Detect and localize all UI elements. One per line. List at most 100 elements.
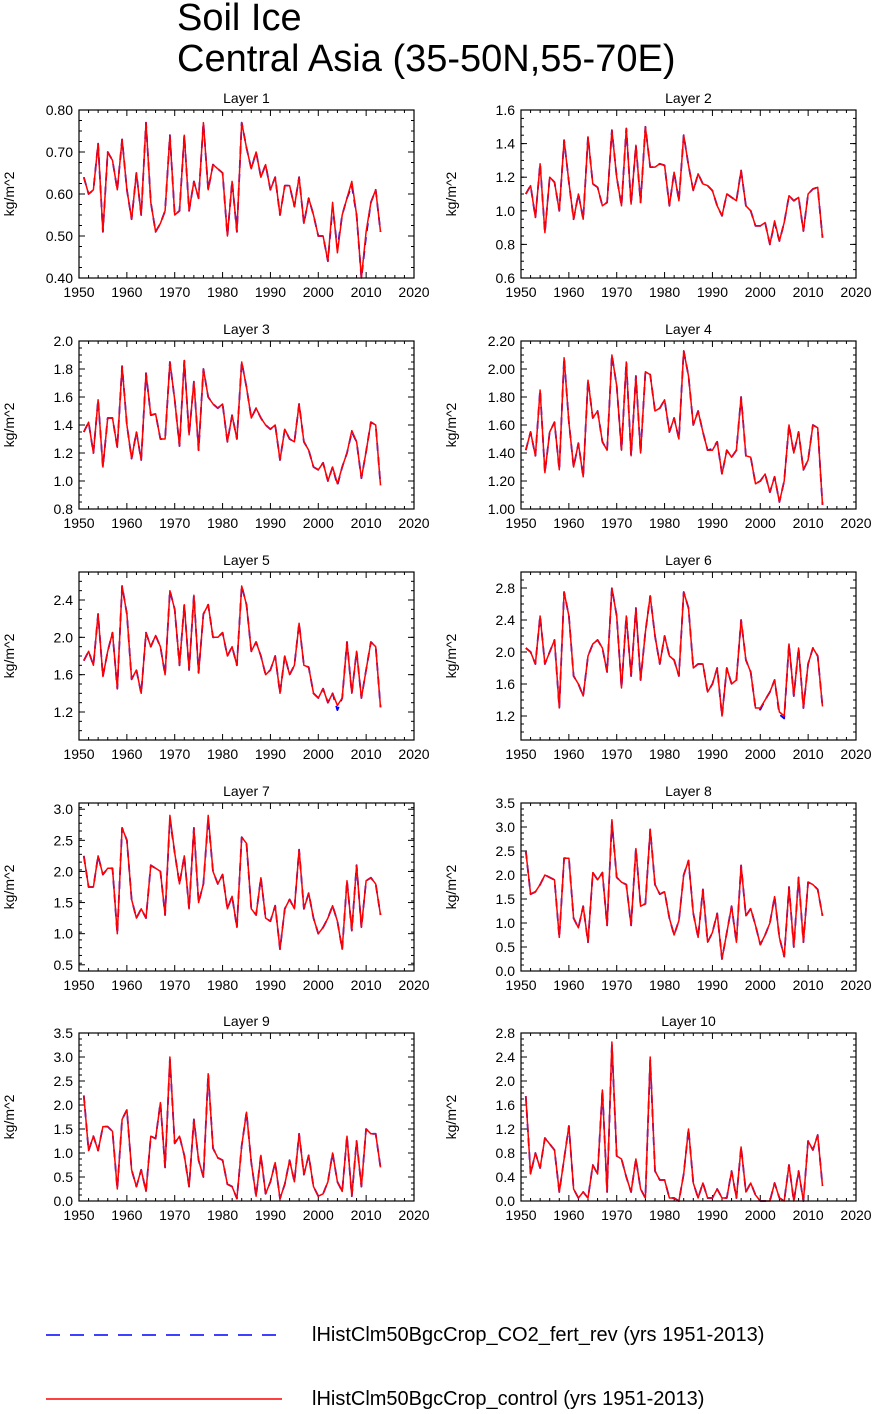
x-tick-label: 1950 bbox=[63, 515, 94, 531]
plot-frame bbox=[520, 109, 857, 279]
x-tick-label: 1980 bbox=[649, 1207, 680, 1223]
x-tick-label: 2010 bbox=[351, 284, 382, 300]
x-tick-label: 1950 bbox=[505, 1207, 536, 1223]
x-tick-label: 1960 bbox=[111, 515, 142, 531]
y-tick-label: 1.6 bbox=[54, 667, 74, 683]
y-tick-label: 0.6 bbox=[496, 270, 516, 286]
legend-item-control: lHistClm50BgcCrop_control (yrs 1951-2013… bbox=[0, 1384, 876, 1414]
y-tick-label: 1.40 bbox=[488, 445, 515, 461]
legend-label-control: lHistClm50BgcCrop_control (yrs 1951-2013… bbox=[312, 1388, 705, 1410]
y-tick-label: 0.50 bbox=[46, 228, 73, 244]
y-tick-label: 0.70 bbox=[46, 144, 73, 160]
x-tick-label: 1970 bbox=[159, 746, 190, 762]
series-line-control bbox=[525, 819, 824, 960]
y-axis-label: kg/m^2 bbox=[443, 402, 459, 447]
y-tick-label: 2.0 bbox=[54, 629, 74, 645]
x-tick-label: 2010 bbox=[793, 977, 824, 993]
y-tick-label: 1.60 bbox=[488, 417, 515, 433]
x-tick-label: 1970 bbox=[159, 284, 190, 300]
chart-title: Layer 6 bbox=[665, 552, 712, 568]
x-tick-label: 2020 bbox=[398, 977, 429, 993]
x-tick-label: 1990 bbox=[255, 515, 286, 531]
plot-frame bbox=[78, 571, 415, 741]
x-tick-label: 1970 bbox=[601, 284, 632, 300]
x-tick-label: 1990 bbox=[255, 284, 286, 300]
y-tick-label: 1.6 bbox=[496, 676, 516, 692]
chart-panel-layer-7: Layer 7 kg/m^2 1950 1960 1970 1980 1990 2000 201… bbox=[1, 783, 430, 993]
y-tick-label: 1.4 bbox=[54, 417, 74, 433]
y-tick-label: 1.0 bbox=[496, 203, 516, 219]
y-tick-label: 1.2 bbox=[54, 445, 74, 461]
figure-title: Soil Ice bbox=[177, 0, 302, 39]
y-tick-label: 2.0 bbox=[496, 867, 516, 883]
x-tick-label: 1990 bbox=[697, 515, 728, 531]
y-tick-label: 2.0 bbox=[54, 863, 74, 879]
x-tick-label: 2000 bbox=[745, 977, 776, 993]
x-tick-label: 2020 bbox=[840, 1207, 871, 1223]
x-tick-label: 1960 bbox=[553, 515, 584, 531]
y-tick-label: 3.5 bbox=[54, 1025, 74, 1041]
y-tick-label: 0.40 bbox=[46, 270, 73, 286]
y-tick-label: 1.0 bbox=[54, 473, 74, 489]
y-tick-label: 1.6 bbox=[496, 102, 516, 118]
chart-title: Layer 3 bbox=[223, 321, 270, 337]
legend-swatch-dashed-blue bbox=[46, 1334, 282, 1336]
y-tick-label: 1.20 bbox=[488, 473, 515, 489]
y-tick-label: 1.0 bbox=[496, 915, 516, 931]
x-tick-label: 2000 bbox=[303, 515, 334, 531]
plot-frame bbox=[520, 1032, 857, 1202]
x-tick-label: 1970 bbox=[159, 515, 190, 531]
x-tick-label: 2010 bbox=[793, 1207, 824, 1223]
y-tick-label: 2.0 bbox=[54, 333, 74, 349]
chart-panel-layer-10: Layer 10 kg/m^2 1950 1960 1970 1980 1990 2000 20… bbox=[443, 1013, 872, 1223]
y-tick-label: 0.5 bbox=[54, 1169, 74, 1185]
x-tick-label: 1990 bbox=[697, 977, 728, 993]
y-tick-label: 1.6 bbox=[496, 1097, 516, 1113]
x-tick-label: 2000 bbox=[745, 1207, 776, 1223]
x-tick-label: 2000 bbox=[745, 515, 776, 531]
plot-frame bbox=[520, 802, 857, 972]
y-tick-label: 1.2 bbox=[496, 169, 516, 185]
y-axis-label: kg/m^2 bbox=[1, 402, 17, 447]
y-tick-label: 3.0 bbox=[54, 801, 74, 817]
x-tick-label: 1980 bbox=[649, 977, 680, 993]
plot-frame bbox=[78, 1032, 415, 1202]
y-tick-label: 2.4 bbox=[54, 592, 74, 608]
y-tick-label: 1.80 bbox=[488, 389, 515, 405]
y-tick-label: 2.4 bbox=[496, 1049, 516, 1065]
series-line-control bbox=[525, 587, 824, 717]
x-tick-label: 1950 bbox=[63, 746, 94, 762]
x-tick-label: 1990 bbox=[255, 977, 286, 993]
chart-title: Layer 10 bbox=[661, 1013, 716, 1029]
figure-subtitle: Central Asia (35-50N,55-70E) bbox=[177, 38, 676, 80]
y-tick-label: 0.0 bbox=[496, 963, 516, 979]
series-line-co2-fert-rev bbox=[524, 821, 824, 960]
y-tick-label: 0.8 bbox=[496, 1145, 516, 1161]
y-tick-label: 2.0 bbox=[496, 1073, 516, 1089]
x-tick-label: 2000 bbox=[303, 977, 334, 993]
x-tick-label: 1960 bbox=[553, 284, 584, 300]
y-tick-label: 0.4 bbox=[496, 1169, 516, 1185]
x-tick-label: 2010 bbox=[793, 515, 824, 531]
chart-panel-layer-3: Layer 3 kg/m^2 1950 1960 1970 1980 1990 2000 201… bbox=[1, 321, 430, 531]
chart-panel-layer-8: Layer 8 kg/m^2 1950 1960 1970 1980 1990 2000 201… bbox=[443, 783, 872, 993]
y-tick-label: 1.4 bbox=[496, 136, 516, 152]
x-tick-label: 1970 bbox=[601, 1207, 632, 1223]
y-tick-label: 2.00 bbox=[488, 361, 515, 377]
series-line-co2-fert-rev bbox=[524, 1044, 824, 1202]
y-tick-label: 1.0 bbox=[54, 926, 74, 942]
x-tick-label: 1980 bbox=[207, 515, 238, 531]
y-tick-label: 0.0 bbox=[54, 1193, 74, 1209]
x-tick-label: 2000 bbox=[745, 284, 776, 300]
plot-frame bbox=[78, 802, 415, 972]
chart-panel-layer-9: Layer 9 kg/m^2 1950 1960 1970 1980 1990 2000 201… bbox=[1, 1013, 430, 1223]
x-tick-label: 1990 bbox=[255, 1207, 286, 1223]
x-tick-label: 1950 bbox=[63, 1207, 94, 1223]
y-tick-label: 3.0 bbox=[54, 1049, 74, 1065]
x-tick-label: 2010 bbox=[351, 746, 382, 762]
y-tick-label: 1.0 bbox=[54, 1145, 74, 1161]
x-tick-label: 2010 bbox=[351, 1207, 382, 1223]
y-tick-label: 0.8 bbox=[54, 501, 74, 517]
y-axis-label: kg/m^2 bbox=[443, 1094, 459, 1139]
